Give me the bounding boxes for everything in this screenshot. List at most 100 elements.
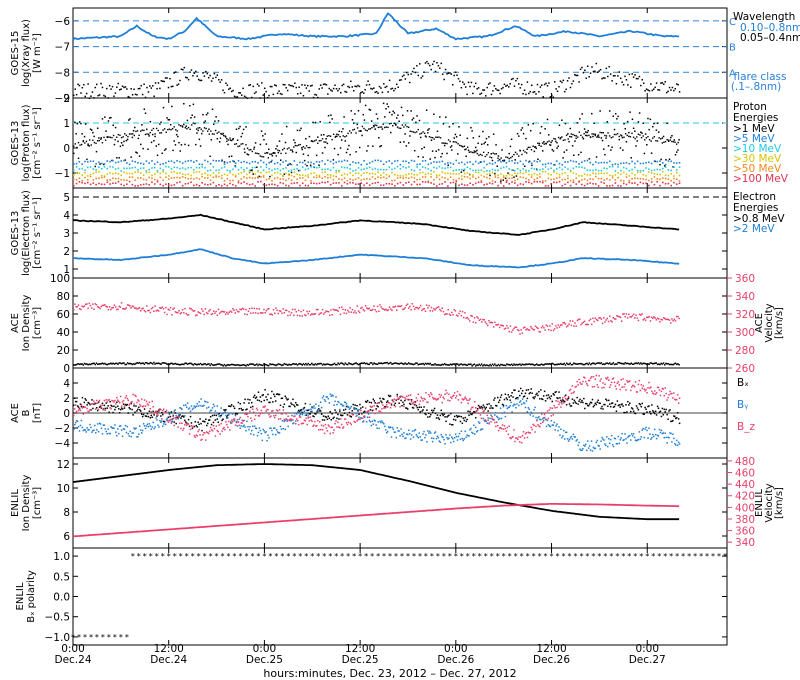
xray-point	[94, 86, 97, 89]
data-point	[206, 407, 208, 409]
proton-point	[226, 177, 229, 180]
proton-point	[96, 140, 99, 142]
data-point	[385, 362, 387, 364]
data-point	[538, 390, 540, 393]
proton-point	[547, 173, 550, 175]
data-point	[569, 127, 571, 130]
xray-point	[202, 72, 204, 74]
proton-point	[626, 134, 628, 137]
xray-point	[81, 86, 84, 89]
data-point	[270, 427, 272, 429]
data-point	[253, 146, 256, 149]
data-point	[400, 362, 403, 364]
data-point	[254, 312, 257, 314]
data-point	[340, 403, 342, 405]
data-point	[193, 310, 196, 312]
data-point	[561, 401, 563, 403]
data-point	[608, 362, 611, 364]
proton-point	[310, 180, 312, 182]
data-point	[309, 413, 311, 415]
data-point	[97, 408, 100, 411]
data-point	[358, 146, 361, 149]
data-point	[658, 411, 661, 413]
data-point	[460, 430, 463, 433]
proton-point	[153, 173, 156, 175]
proton-point	[648, 179, 650, 182]
proton-point	[279, 169, 282, 172]
xray-point	[397, 86, 399, 88]
data-point	[220, 132, 222, 135]
data-point	[102, 304, 105, 307]
data-point	[216, 418, 219, 420]
proton-point	[92, 172, 95, 175]
data-point	[425, 434, 427, 436]
data-point	[116, 434, 118, 437]
data-point	[392, 428, 395, 431]
data-point	[441, 435, 443, 438]
proton-point	[340, 166, 343, 168]
proton-point	[583, 184, 586, 187]
data-point	[123, 407, 126, 409]
data-point	[84, 363, 87, 365]
data-point	[366, 307, 368, 309]
data-point	[667, 418, 669, 420]
data-point	[124, 363, 126, 366]
data-point	[350, 416, 353, 418]
proton-point	[204, 183, 206, 186]
proton-point	[117, 133, 120, 136]
data-point	[308, 363, 311, 366]
data-point	[490, 321, 493, 324]
data-point	[636, 439, 639, 441]
proton-point	[461, 161, 463, 164]
data-point	[564, 431, 567, 434]
data-point	[464, 148, 466, 151]
proton-point	[329, 174, 332, 176]
proton-point	[195, 166, 198, 169]
proton-point	[146, 133, 148, 135]
proton-point	[137, 168, 139, 171]
data-point	[667, 363, 670, 365]
data-point	[149, 425, 152, 427]
proton-point	[561, 184, 564, 187]
data-point	[476, 429, 479, 432]
data-point	[301, 148, 304, 151]
proton-point	[670, 184, 672, 187]
xray-point	[671, 86, 674, 89]
data-point	[135, 362, 137, 365]
data-point	[289, 163, 292, 165]
proton-point	[106, 173, 109, 175]
proton-point	[611, 176, 614, 179]
proton-point	[137, 161, 139, 164]
proton-point	[159, 167, 162, 170]
data-point	[259, 312, 262, 314]
data-point	[376, 405, 378, 407]
xray-point	[133, 88, 135, 91]
data-point	[656, 122, 659, 124]
data-point	[344, 401, 347, 404]
data-point	[511, 392, 513, 394]
proton-point	[497, 157, 499, 159]
proton-point	[402, 177, 404, 180]
data-point	[147, 425, 150, 428]
data-point	[580, 323, 582, 326]
xray-point	[437, 64, 440, 67]
data-point	[118, 425, 121, 427]
data-point	[162, 408, 165, 411]
data-point	[124, 159, 126, 161]
data-point	[244, 426, 246, 428]
data-point	[616, 400, 619, 402]
proton-point	[232, 160, 234, 162]
data-point	[269, 363, 271, 365]
proton-point	[325, 141, 327, 143]
data-point	[383, 423, 385, 425]
proton-point	[137, 177, 139, 179]
data-point	[158, 410, 160, 413]
proton-point	[617, 176, 619, 179]
proton-point	[139, 130, 142, 132]
proton-point	[371, 182, 374, 185]
data-point	[367, 363, 369, 366]
proton-point	[123, 167, 125, 170]
data-point	[103, 424, 106, 426]
proton-point	[483, 160, 485, 163]
proton-point	[190, 166, 192, 169]
